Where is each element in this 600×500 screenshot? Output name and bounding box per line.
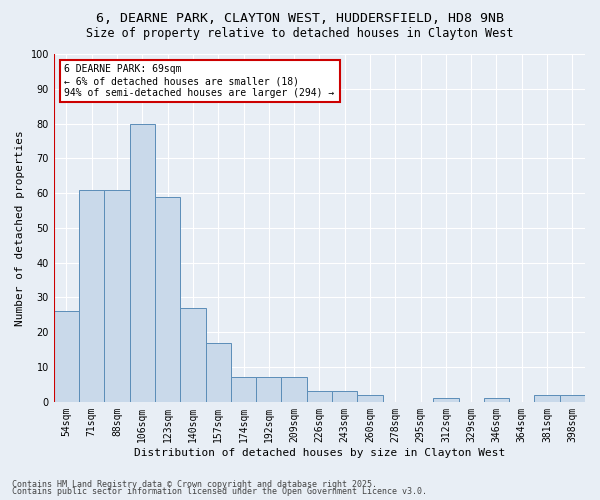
Bar [484,398,509,402]
Bar [54,312,79,402]
Bar [104,190,130,402]
Bar [535,395,560,402]
Text: Contains public sector information licensed under the Open Government Licence v3: Contains public sector information licen… [12,487,427,496]
Bar [130,124,155,402]
Bar [281,378,307,402]
Bar [79,190,104,402]
Bar [560,395,585,402]
Text: Contains HM Land Registry data © Crown copyright and database right 2025.: Contains HM Land Registry data © Crown c… [12,480,377,489]
Bar [155,196,180,402]
Y-axis label: Number of detached properties: Number of detached properties [15,130,25,326]
Text: Size of property relative to detached houses in Clayton West: Size of property relative to detached ho… [86,28,514,40]
Text: 6, DEARNE PARK, CLAYTON WEST, HUDDERSFIELD, HD8 9NB: 6, DEARNE PARK, CLAYTON WEST, HUDDERSFIE… [96,12,504,26]
Bar [231,378,256,402]
Bar [256,378,281,402]
Bar [180,308,206,402]
Text: 6 DEARNE PARK: 69sqm
← 6% of detached houses are smaller (18)
94% of semi-detach: 6 DEARNE PARK: 69sqm ← 6% of detached ho… [64,64,335,98]
Bar [332,392,358,402]
Bar [307,392,332,402]
Bar [206,342,231,402]
Bar [358,395,383,402]
Bar [433,398,458,402]
X-axis label: Distribution of detached houses by size in Clayton West: Distribution of detached houses by size … [134,448,505,458]
